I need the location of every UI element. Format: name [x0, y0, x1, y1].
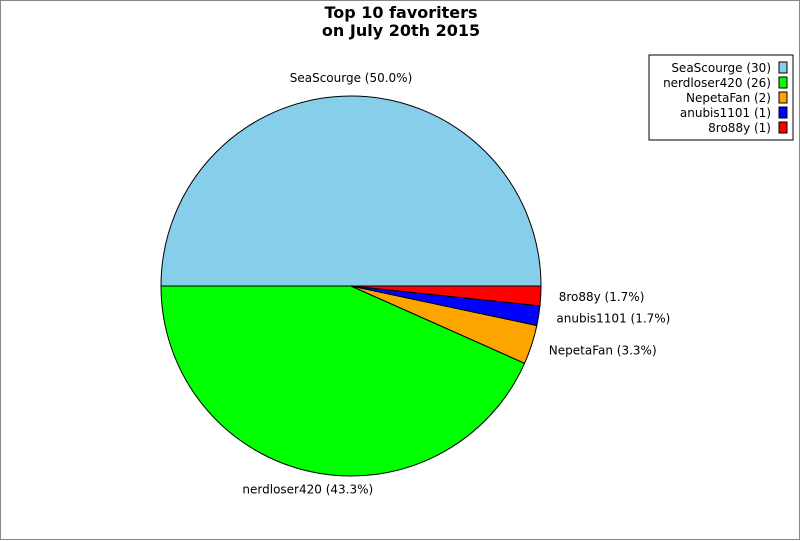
pie-slices	[160, 95, 542, 477]
legend-swatch-anubis1101	[778, 106, 788, 119]
pie-label-nepetafan: NepetaFan (3.3%)	[549, 343, 657, 357]
pie-slice-nerdloser420	[160, 285, 526, 477]
pie-label-nerdloser420: nerdloser420 (43.3%)	[242, 483, 373, 497]
pie-label-8ro88y: 8ro88y (1.7%)	[559, 290, 645, 304]
legend: SeaScourge (30)nerdloser420 (26)NepetaFa…	[648, 54, 794, 141]
legend-label-nerdloser420: nerdloser420 (26)	[663, 76, 771, 90]
pie-slice-8ro88y	[350, 285, 542, 307]
legend-label-seascourge: SeaScourge (30)	[671, 61, 771, 75]
chart-title-line-2: on July 20th 2015	[322, 21, 480, 40]
legend-label-nepetafan: NepetaFan (2)	[686, 91, 771, 105]
legend-swatch-seascourge	[778, 61, 788, 74]
pie-labels: SeaScourge (50.0%) nerdloser420 (43.3%) Ne…	[242, 71, 670, 497]
pie-label-anubis1101: anubis1101 (1.7%)	[556, 312, 670, 326]
legend-label-anubis1101: anubis1101 (1)	[680, 106, 771, 120]
pie-slice-seascourge	[160, 95, 542, 287]
legend-swatch-8ro88y	[778, 121, 788, 134]
chart-title-line-1: Top 10 favoriters	[324, 3, 477, 22]
legend-swatch-nerdloser420	[778, 76, 788, 89]
legend-label-8ro88y: 8ro88y (1)	[708, 121, 771, 135]
legend-swatch-nepetafan	[778, 91, 788, 104]
legend-box	[648, 54, 794, 141]
pie-label-seascourge: SeaScourge (50.0%)	[290, 71, 413, 85]
